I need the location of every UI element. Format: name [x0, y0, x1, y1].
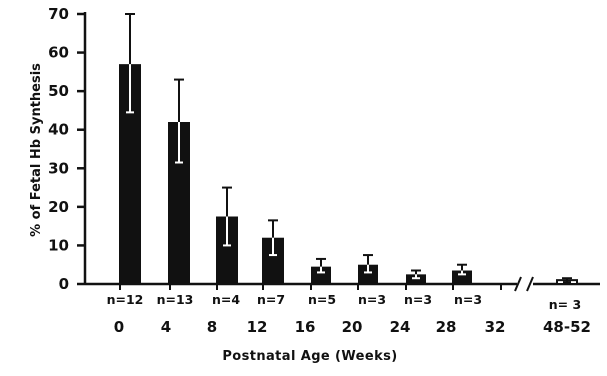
y-axis-label: % of Fetal Hb Synthesis — [29, 63, 44, 237]
y-tick-label: 10 — [48, 236, 69, 254]
n-label: n=4 — [212, 292, 240, 307]
axis-break-mark — [526, 276, 534, 292]
y-tick-label: 50 — [48, 82, 69, 100]
y-tick-label: 70 — [48, 5, 69, 23]
x-tick-label: 20 — [342, 318, 363, 336]
n-label: n=3 — [404, 292, 432, 307]
bar — [216, 216, 238, 284]
y-tick-label: 20 — [48, 198, 69, 216]
y-tick-label: 30 — [48, 159, 69, 177]
y-tick-label: 60 — [48, 44, 69, 62]
n-label: n=13 — [157, 292, 194, 307]
bar — [119, 64, 141, 285]
bar — [311, 266, 331, 284]
bar — [168, 122, 190, 284]
n-label: n=3 — [358, 292, 386, 307]
n-label: n=5 — [308, 292, 336, 307]
n-label: n= 3 — [549, 297, 581, 312]
x-tick-label: 28 — [436, 318, 457, 336]
y-tick-label: 40 — [48, 121, 69, 139]
x-tick-label: 8 — [207, 318, 217, 336]
axes: 0 10 20 30 40 50 60 70 0 4 8 12 16 20 24 28 32 48-52 — [48, 5, 600, 336]
x-tick-label: 0 — [114, 318, 124, 336]
x-tick-label: 48-52 — [543, 318, 591, 336]
labels: n=12 n=13 n=4 n=7 n=5 n=3 n=3 n=3 n= 3 — [107, 292, 582, 312]
x-tick-label: 4 — [161, 318, 171, 336]
axis-break-mark — [514, 276, 522, 292]
y-tick-label: 0 — [59, 275, 69, 293]
x-tick-label: 24 — [390, 318, 411, 336]
bar — [262, 237, 284, 284]
x-axis-label: Postnatal Age (Weeks) — [222, 349, 397, 364]
n-label: n=3 — [454, 292, 482, 307]
bars — [119, 13, 578, 285]
x-tick-label: 16 — [295, 318, 316, 336]
n-label: n=12 — [107, 292, 144, 307]
bar — [452, 270, 472, 284]
n-label: n=7 — [257, 292, 285, 307]
x-tick-label: 12 — [247, 318, 268, 336]
bar — [358, 264, 378, 284]
x-tick-label: 32 — [485, 318, 506, 336]
